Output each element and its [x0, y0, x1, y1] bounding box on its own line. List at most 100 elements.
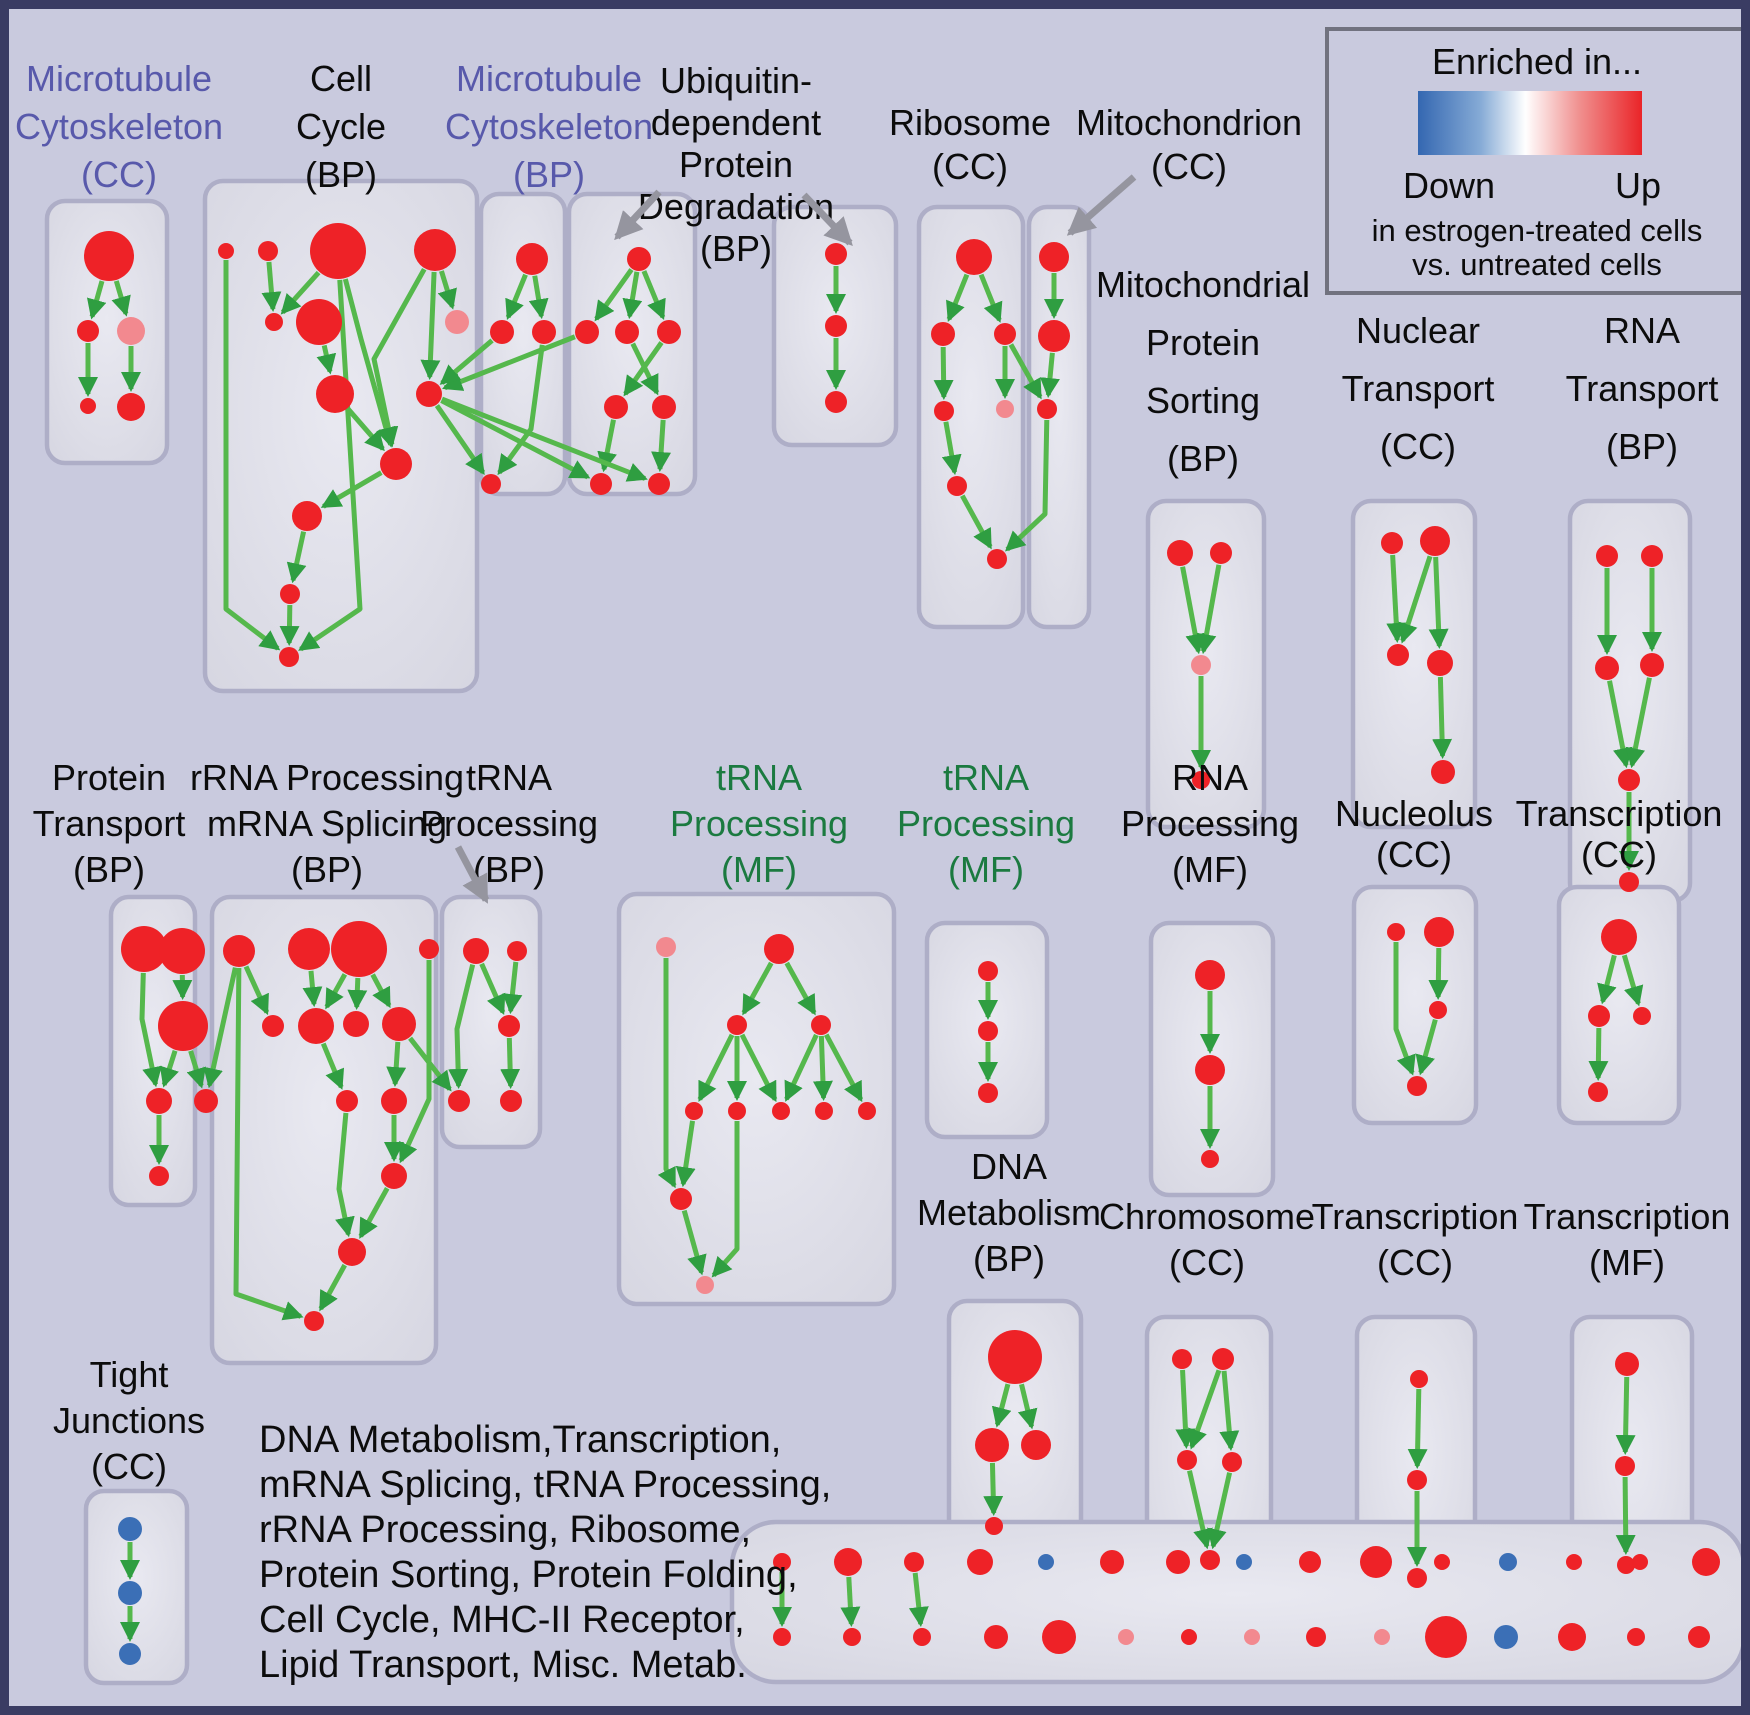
edge-D3-D4: [623, 341, 664, 397]
edge-N3-N8: [823, 1033, 864, 1103]
cluster-label-nuclear-transport-line-1: Nuclear: [1356, 310, 1480, 351]
legend-down-label: Down: [1403, 165, 1496, 206]
cluster-label-rna-transport-line-1: RNA: [1604, 310, 1680, 351]
edge-N9-N10: [681, 1209, 707, 1276]
node-misc-clusters-Y10: [1434, 1554, 1450, 1570]
node-transcription-cc-upper-R3: [1588, 1082, 1608, 1102]
node-rna-processing-mf-P1: [1195, 1055, 1225, 1085]
edge-B5-B7: [316, 344, 337, 375]
edge-N2-N6: [739, 1033, 778, 1103]
cluster-label-transcription-mf-line-1: Transcription: [1524, 1196, 1731, 1237]
node-rrna-processing-mrna-splicing-L1: [288, 928, 330, 970]
edge-K2-K4: [186, 1050, 206, 1089]
node-ribosome-F0: [956, 239, 992, 275]
node-misc-clusters-Y12: [1566, 1554, 1582, 1570]
node-trna-processing-mf-a-N4: [685, 1102, 703, 1120]
legend-gradient-bar: [1418, 91, 1642, 155]
edge-N1-N2: [741, 961, 774, 1016]
node-trna-processing-mf-a-N5: [728, 1102, 746, 1120]
edge-C0-C2: [528, 275, 549, 320]
annotation-arrow-4: [454, 845, 490, 904]
node-misc-clusters-Z8: [1306, 1627, 1326, 1647]
cluster-label-protein-transport-line-1: Protein: [52, 757, 166, 798]
node-nucleolus-Q1: [1424, 917, 1454, 947]
cluster-label-rrna-processing-mrna-splicing-line-2: mRNA Splicing: [207, 803, 447, 844]
cluster-label-rrna-processing-mrna-splicing-line-1: rRNA Processing: [190, 757, 464, 798]
cluster-label-microtubule-bp-line-3: (BP): [513, 154, 585, 195]
node-rna-transport-J3: [1640, 653, 1664, 677]
cluster-label-mitochondrial-protein-sorting-line-2: Protein: [1146, 322, 1260, 363]
cluster-label-trna-processing-bp-line-1: tRNA: [466, 757, 552, 798]
cluster-label-mitochondrion-line-1: Mitochondrion: [1076, 102, 1302, 143]
node-tight-junctions-X1: [118, 1581, 142, 1605]
edge-C0-C1: [505, 273, 528, 320]
edge-I1-I3: [1428, 556, 1449, 650]
edge-N0-N9: [657, 958, 677, 1189]
node-microtubule-cc-A2: [117, 317, 145, 345]
cluster-label-tight-junctions-line-1: Tight: [90, 1354, 169, 1395]
node-cell-cycle-B0: [218, 243, 234, 259]
cluster-label-nuclear-transport-line-3: (CC): [1380, 426, 1456, 467]
node-rna-transport-J2: [1595, 656, 1619, 680]
edge-L2-L7: [370, 973, 392, 1009]
cluster-label-trna-processing-mf-b-line-1: tRNA: [943, 757, 1029, 798]
cluster-label-transcription-cc-upper-line-2: (CC): [1581, 834, 1657, 875]
cluster-label-tight-junctions-line-3: (CC): [91, 1446, 167, 1487]
node-rrna-processing-mrna-splicing-L11: [338, 1238, 366, 1266]
cluster-label-nuclear-transport-line-2: Transport: [1342, 368, 1495, 409]
edge-U2-U4: [1187, 1470, 1213, 1550]
cluster-label-trna-processing-mf-b-line-2: Processing: [897, 803, 1075, 844]
node-ribosome-F3: [934, 401, 954, 421]
cluster-label-mitochondrial-protein-sorting-line-4: (BP): [1167, 438, 1239, 479]
cluster-label-rna-processing-mf-line-2: Processing: [1121, 803, 1299, 844]
misc-note-line-5: Cell Cycle, MHC-II Receptor,: [259, 1599, 745, 1641]
node-nuclear-transport-I1: [1420, 526, 1450, 556]
cross-edge-G2-F6: [1005, 419, 1050, 552]
node-transcription-cc-upper-R1: [1588, 1005, 1610, 1027]
node-nucleolus-Q2: [1429, 1001, 1447, 1019]
node-trna-processing-mf-a-N9: [670, 1188, 692, 1210]
edge-L7-L9: [386, 1041, 407, 1088]
node-ribosome-F5: [947, 476, 967, 496]
misc-note-line-6: Lipid Transport, Misc. Metab.: [259, 1644, 747, 1686]
node-ubiquitin-degradation-a-D4: [604, 395, 628, 419]
edge-Y1-Z1: [840, 1576, 861, 1628]
edge-B3-B6: [437, 270, 457, 310]
node-microtubule-cc-A1: [77, 320, 99, 342]
edge-R0-R1: [1597, 954, 1617, 1005]
node-trna-processing-mf-a-N6: [772, 1102, 790, 1120]
legend-subline-2: vs. untreated cells: [1412, 247, 1662, 282]
node-mitochondrion-G2: [1037, 399, 1057, 419]
legend-subline-1: in estrogen-treated cells: [1371, 213, 1703, 248]
edge-F0-F2: [978, 273, 1003, 323]
cluster-label-trna-processing-bp-line-3: (BP): [473, 849, 545, 890]
node-mitochondrion-G0: [1039, 242, 1069, 272]
node-trna-processing-mf-a-N1: [764, 934, 794, 964]
cluster-label-cell-cycle-line-2: Cycle: [296, 106, 386, 147]
node-misc-clusters-Y8: [1299, 1551, 1321, 1573]
node-trna-processing-mf-a-N3: [811, 1015, 831, 1035]
node-misc-clusters-Y4: [1038, 1554, 1054, 1570]
node-trna-processing-bp-T4: [500, 1090, 522, 1112]
node-misc-clusters-Z6: [1181, 1629, 1197, 1645]
cluster-label-ribosome-line-1: Ribosome: [889, 102, 1051, 143]
node-misc-clusters-Y2: [904, 1552, 924, 1572]
edge-D0-D3: [641, 270, 666, 320]
node-cell-cycle-B2: [310, 223, 366, 279]
node-misc-clusters-Y6: [1166, 1550, 1190, 1574]
edge-Q1-Q2: [1428, 947, 1449, 1001]
edge-B10-B11: [286, 531, 307, 584]
cluster-box-nuclear-transport: [1350, 498, 1478, 830]
node-tight-junctions-X0: [118, 1517, 142, 1541]
node-rrna-processing-mrna-splicing-L7: [382, 1007, 416, 1041]
node-rrna-processing-mrna-splicing-L4: [262, 1015, 284, 1037]
node-ubiquitin-degradation-a-D2: [615, 320, 639, 344]
edge-R1-R3: [1588, 1027, 1609, 1082]
edge-N4-N9: [675, 1120, 696, 1188]
cluster-label-rna-transport-line-2: Transport: [1566, 368, 1719, 409]
node-trna-processing-mf-a-N0: [656, 937, 676, 957]
node-transcription-mf-W2: [1617, 1556, 1635, 1574]
cluster-box-ubiquitin-degradation-a: [566, 191, 698, 497]
node-trna-processing-mf-b-O2: [978, 1083, 998, 1103]
cross-edge-F2-G2: [1008, 343, 1043, 400]
